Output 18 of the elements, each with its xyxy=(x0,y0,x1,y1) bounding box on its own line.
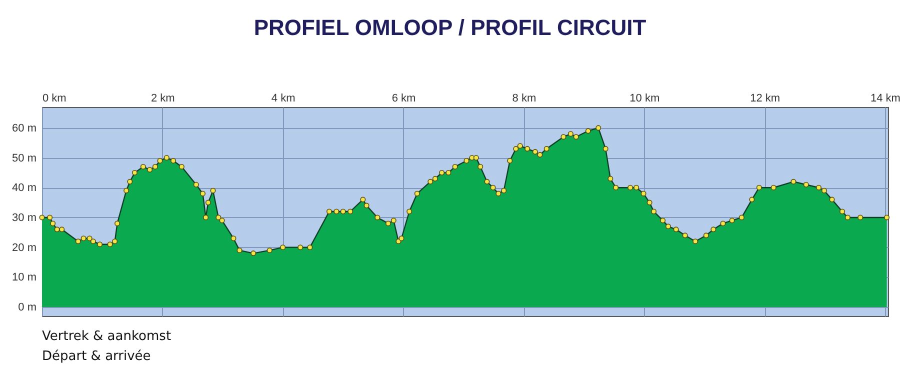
y-tick-label: 50 m xyxy=(12,152,36,164)
y-tick-label: 30 m xyxy=(12,212,36,224)
x-tick-label: 14 km xyxy=(870,92,900,104)
y-tick-label: 40 m xyxy=(12,182,36,194)
x-tick-label: 12 km xyxy=(750,92,780,104)
x-tick-label: 6 km xyxy=(392,92,416,104)
x-tick-label: 8 km xyxy=(512,92,536,104)
chart-title: PROFIEL OMLOOP / PROFIL CIRCUIT xyxy=(254,15,647,40)
x-tick-label: 4 km xyxy=(271,92,296,104)
y-tick-label: 20 m xyxy=(12,242,36,254)
text: Départ & arrivée xyxy=(42,348,152,366)
text: Vertrek & aankomst xyxy=(42,328,172,346)
y-tick-label: 60 m xyxy=(12,122,36,134)
y-tick-label: 0 m xyxy=(18,302,36,314)
x-tick-label: 0 km xyxy=(42,92,66,104)
y-tick-label: 10 m xyxy=(12,272,36,284)
x-tick-label: 10 km xyxy=(630,92,660,104)
x-tick-label: 2 km xyxy=(151,92,175,104)
